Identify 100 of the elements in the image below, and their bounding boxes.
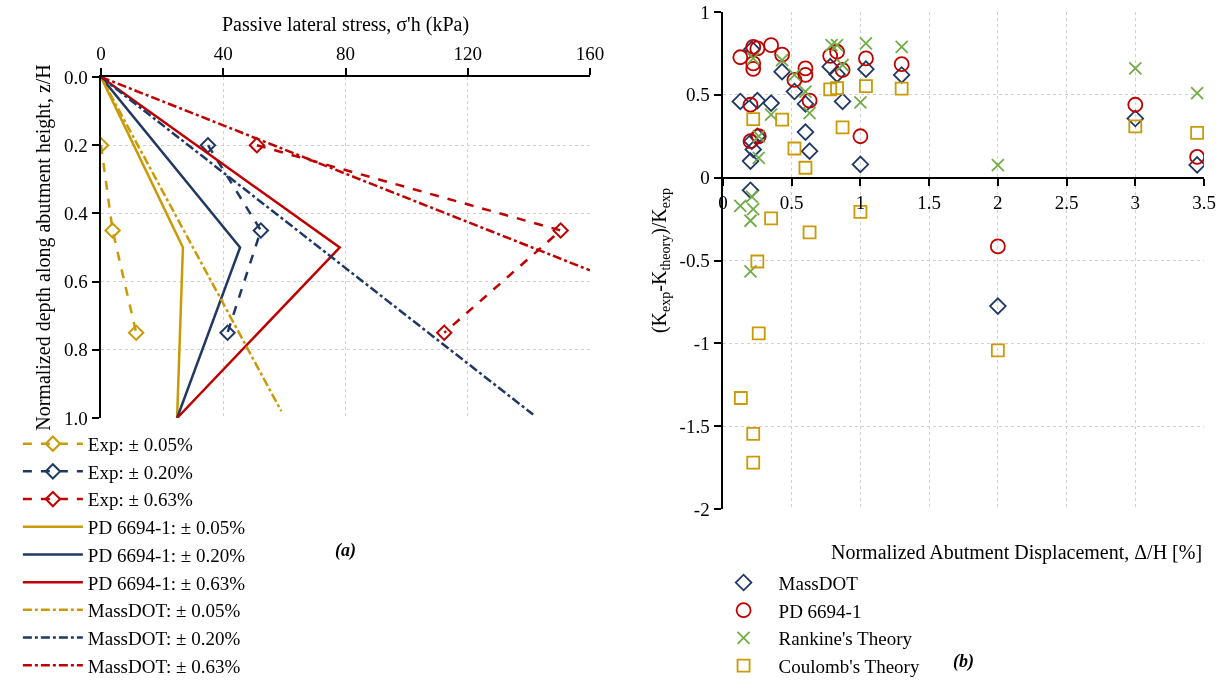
point xyxy=(742,96,759,113)
point xyxy=(252,222,269,239)
point xyxy=(764,107,778,122)
point xyxy=(128,324,145,341)
legend-label: Exp: ± 0.20% xyxy=(87,461,193,483)
point xyxy=(763,37,779,54)
legend-label: PD 6694-1: ± 0.05% xyxy=(87,517,246,539)
point xyxy=(990,343,1005,358)
point xyxy=(552,222,569,239)
point xyxy=(785,82,804,101)
point xyxy=(830,81,844,96)
legend-label: PD 6694-1: ± 0.63% xyxy=(87,572,246,594)
point xyxy=(764,211,778,226)
point xyxy=(797,60,814,77)
point xyxy=(859,79,873,93)
point xyxy=(830,38,844,53)
point xyxy=(796,95,815,113)
point xyxy=(731,92,750,111)
legend-label: MassDOT xyxy=(778,572,859,594)
y-tick-label: 0.5 xyxy=(685,84,710,106)
x-tick-label: 160 xyxy=(575,42,605,64)
point xyxy=(746,427,761,441)
x-tick-label: 3.5 xyxy=(1192,191,1216,213)
text: (b) xyxy=(953,651,974,672)
point xyxy=(743,264,758,279)
y-tick-label: 0 xyxy=(700,167,710,189)
point xyxy=(751,326,766,341)
point xyxy=(798,84,813,99)
point xyxy=(733,391,748,405)
legend-label: PD 6694-1: ± 0.20% xyxy=(87,544,246,566)
x-tick-label: 80 xyxy=(336,42,355,64)
point xyxy=(104,222,121,239)
point xyxy=(436,324,453,341)
y-tick-label: -1.5 xyxy=(679,415,710,437)
point xyxy=(893,56,910,73)
point xyxy=(750,254,765,269)
point xyxy=(824,38,839,53)
point xyxy=(1189,149,1204,165)
legend-label: PD 6694-1 xyxy=(778,600,862,622)
x-tick-label: 2.5 xyxy=(1054,191,1079,213)
point xyxy=(894,39,909,54)
point xyxy=(745,60,762,77)
y-tick-label: -1 xyxy=(693,332,710,354)
point xyxy=(787,68,802,82)
y-tick-label: 1.0 xyxy=(63,407,88,429)
point xyxy=(835,58,850,72)
point xyxy=(748,91,767,110)
legend-label: MassDOT: ± 0.63% xyxy=(87,655,241,677)
point xyxy=(822,48,839,64)
point xyxy=(199,137,217,154)
x-axis-title: Passive lateral stress, σ'h (kPa) xyxy=(221,13,470,37)
point xyxy=(762,94,780,112)
point xyxy=(990,158,1005,172)
point xyxy=(1190,86,1204,101)
point xyxy=(745,55,762,72)
point xyxy=(1128,119,1143,134)
point xyxy=(894,81,909,96)
x-axis-title: Normalized Abutment Displacement, Δ/H [%] xyxy=(831,541,1203,564)
point xyxy=(1126,109,1144,128)
y-tick-label: 0.8 xyxy=(63,339,88,361)
y-tick-label: 0.6 xyxy=(63,271,88,293)
point xyxy=(744,140,762,159)
point xyxy=(746,455,761,470)
legend-label: Rankine's Theory xyxy=(778,628,913,650)
point xyxy=(989,297,1007,315)
y-axis-title: Normalized depth along abutment height, z/H xyxy=(32,64,56,431)
point xyxy=(851,155,870,174)
y-tick-label: 0.4 xyxy=(63,203,89,225)
point xyxy=(858,50,874,67)
point xyxy=(741,152,760,170)
point xyxy=(800,142,819,160)
point xyxy=(801,92,818,109)
x-tick-label: 0.5 xyxy=(779,191,804,213)
point xyxy=(853,95,868,110)
point xyxy=(833,92,852,111)
point xyxy=(775,112,789,127)
legend-label: MassDOT: ± 0.20% xyxy=(87,627,241,649)
point xyxy=(1128,61,1143,76)
point xyxy=(773,62,791,81)
point xyxy=(797,67,814,83)
point xyxy=(775,53,789,67)
point xyxy=(746,112,761,127)
legend-label: Coulomb's Theory xyxy=(778,656,920,678)
point xyxy=(796,123,815,141)
point xyxy=(1190,126,1204,140)
point xyxy=(786,72,803,88)
point xyxy=(1127,96,1144,113)
y-tick-label: 0.2 xyxy=(63,134,88,156)
y-tick-label: -2 xyxy=(693,498,710,520)
text: (a) xyxy=(335,540,356,561)
point xyxy=(802,106,817,120)
x-tick-label: 120 xyxy=(453,42,482,64)
y-tick-label: 0.0 xyxy=(63,66,88,88)
legend-label: Exp: ± 0.05% xyxy=(87,434,193,456)
point xyxy=(749,40,766,57)
x-tick-label: 40 xyxy=(213,42,233,64)
point xyxy=(746,51,761,66)
point xyxy=(859,36,873,51)
point xyxy=(248,137,266,154)
point xyxy=(892,66,911,84)
